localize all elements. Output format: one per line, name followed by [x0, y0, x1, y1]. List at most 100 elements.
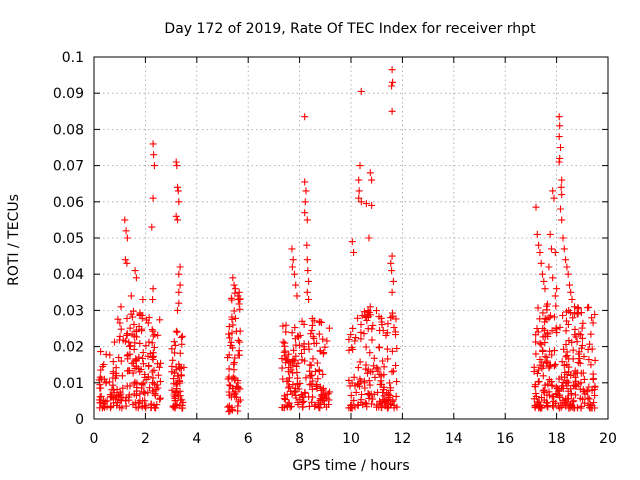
data-point	[558, 358, 566, 366]
data-point	[541, 353, 549, 361]
data-point	[351, 337, 359, 345]
data-point	[231, 393, 239, 401]
data-point	[544, 399, 551, 407]
data-point	[292, 352, 300, 360]
x-tick-label: 20	[599, 431, 617, 447]
data-point	[291, 270, 298, 278]
data-point	[114, 315, 122, 323]
data-point	[560, 245, 568, 253]
data-point	[561, 369, 569, 376]
data-point	[380, 392, 388, 400]
data-point	[236, 305, 244, 313]
data-point	[309, 393, 316, 401]
data-point	[178, 396, 186, 404]
y-tick-label: 0.09	[53, 86, 84, 102]
data-point	[576, 359, 584, 367]
data-point	[315, 330, 323, 338]
data-point	[575, 355, 583, 362]
data-point	[551, 313, 558, 321]
data-point	[171, 341, 179, 349]
data-point	[393, 345, 401, 352]
data-point	[390, 324, 398, 331]
data-point	[365, 234, 373, 242]
data-point	[379, 327, 387, 334]
data-point	[151, 392, 159, 400]
data-point	[315, 404, 323, 411]
data-point	[561, 399, 569, 406]
data-point	[136, 368, 144, 376]
data-point	[305, 402, 313, 410]
data-point	[380, 363, 388, 371]
data-point	[535, 366, 543, 374]
data-point	[566, 281, 573, 289]
data-point	[366, 169, 374, 177]
data-point	[235, 351, 243, 359]
data-point	[292, 341, 300, 349]
data-point	[289, 381, 297, 388]
data-point	[588, 314, 596, 322]
data-point	[96, 373, 104, 381]
data-point	[363, 317, 371, 324]
data-point	[148, 223, 156, 231]
data-point	[348, 379, 356, 387]
data-point	[547, 378, 555, 386]
data-point	[534, 328, 542, 336]
data-point	[291, 388, 299, 396]
data-point	[121, 216, 129, 224]
data-point	[536, 315, 544, 323]
data-point	[388, 288, 396, 296]
data-point	[149, 296, 157, 303]
data-point	[302, 374, 310, 382]
data-point	[552, 390, 560, 398]
data-point	[234, 402, 242, 410]
data-point	[553, 329, 561, 337]
y-tick-label: 0.01	[53, 376, 84, 392]
data-point	[313, 359, 321, 367]
data-point	[563, 361, 571, 369]
data-point	[171, 396, 179, 404]
x-axis-label: GPS time / hours	[292, 458, 409, 474]
data-point	[285, 382, 293, 390]
data-point	[579, 386, 587, 394]
data-point	[122, 227, 130, 235]
data-point	[559, 385, 567, 392]
data-point	[555, 113, 563, 121]
data-point	[539, 270, 546, 278]
data-point	[130, 345, 138, 353]
data-point	[355, 194, 363, 202]
data-point	[348, 404, 356, 412]
data-point	[308, 385, 316, 393]
data-point	[116, 332, 124, 340]
data-point	[549, 187, 557, 195]
data-point	[349, 324, 357, 332]
data-point	[350, 396, 358, 404]
data-point	[100, 361, 108, 368]
data-point	[236, 338, 244, 346]
data-point	[387, 314, 395, 322]
x-tick-label: 18	[548, 431, 566, 447]
data-point	[308, 398, 316, 406]
data-point	[228, 313, 236, 321]
data-point	[228, 406, 236, 414]
data-point	[563, 308, 570, 316]
data-point	[549, 274, 557, 282]
x-tick-label: 12	[393, 431, 411, 447]
data-point	[539, 372, 547, 380]
data-point	[575, 350, 583, 358]
data-point	[384, 320, 392, 328]
data-point	[124, 351, 132, 359]
data-point	[308, 371, 316, 379]
data-point	[107, 404, 114, 412]
data-point	[109, 358, 117, 366]
data-point	[585, 395, 593, 403]
data-point	[541, 326, 549, 334]
data-point	[580, 375, 588, 383]
data-point	[306, 372, 314, 380]
data-point	[153, 381, 161, 389]
data-point	[96, 399, 104, 407]
data-point	[132, 356, 140, 364]
data-point	[123, 382, 131, 390]
data-point	[559, 312, 567, 319]
data-point	[132, 274, 140, 282]
data-point	[168, 345, 176, 353]
